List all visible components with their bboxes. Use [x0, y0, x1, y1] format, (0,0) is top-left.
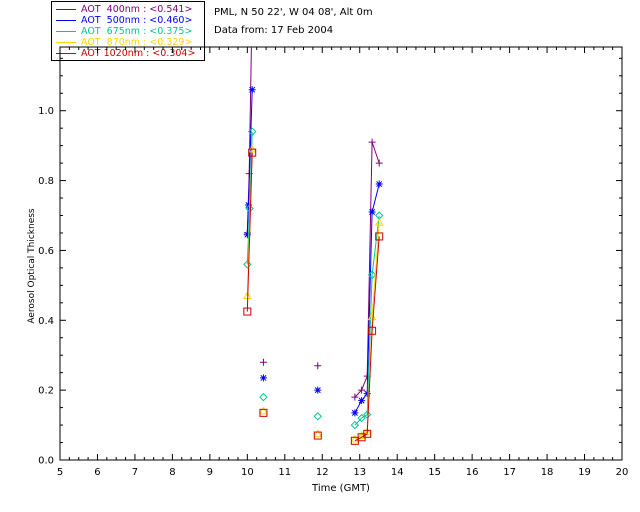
- x-tick-label: 13: [353, 467, 366, 478]
- data-point: [374, 217, 384, 226]
- x-tick-label: 15: [428, 467, 441, 478]
- data-point: [243, 307, 252, 316]
- y-tick-label: 1.0: [38, 106, 54, 117]
- data-point: [314, 386, 322, 394]
- legend-swatch-870nm: [56, 42, 76, 43]
- data-point: [259, 408, 268, 417]
- data-point: [313, 429, 323, 438]
- data-point: [313, 412, 322, 421]
- y-tick-label: 0.8: [38, 176, 54, 187]
- data-point: [259, 392, 268, 402]
- data-point: [245, 204, 254, 213]
- data-point: [367, 270, 377, 280]
- series-aot-675nm: [243, 127, 384, 430]
- x-tick-label: 14: [391, 467, 404, 478]
- tick-marks: 5 6 7 8 9 10 11 12 13 14 15 16 17 18 19 20 0.0 0.2 0.4 0.6 0…: [38, 47, 628, 478]
- data-point: [243, 260, 252, 269]
- legend-swatch-400nm: [56, 9, 76, 10]
- x-tick-label: 10: [241, 467, 254, 478]
- data-point: [358, 386, 366, 394]
- data-point: [314, 362, 322, 370]
- x-tick-label: 8: [169, 467, 175, 478]
- series-line: [354, 236, 380, 442]
- data-point: [350, 420, 360, 430]
- data-point: [363, 429, 372, 438]
- data-point: [351, 409, 359, 417]
- y-tick-label: 0.0: [38, 456, 54, 467]
- x-tick-label: 12: [316, 467, 329, 478]
- data-point: [375, 159, 383, 167]
- legend-item-1020nm: AOT 1020nm : <0.304>: [56, 48, 195, 59]
- data-point: [363, 390, 371, 398]
- data-point: [363, 410, 372, 419]
- series-aot-400nm: [243, 47, 383, 401]
- plot-frame: [59, 46, 623, 461]
- data-point: [368, 138, 376, 146]
- legend-label-500nm: AOT 500nm : <0.460>: [81, 15, 193, 26]
- legend-swatch-675nm: [56, 31, 76, 32]
- data-point: [259, 374, 267, 382]
- x-tick-label: 11: [278, 467, 291, 478]
- series-aot-1020nm: [243, 148, 384, 445]
- y-tick-label: 0.4: [38, 316, 54, 327]
- legend-label-400nm: AOT 400nm : <0.541>: [81, 4, 193, 15]
- legend-item-870nm: AOT 870nm : <0.329>: [56, 37, 192, 48]
- x-tick-label: 5: [57, 467, 63, 478]
- series-line: [246, 131, 253, 265]
- data-point: [368, 326, 377, 335]
- legend-swatch-1020nm: [56, 53, 76, 54]
- data-point: [362, 427, 372, 436]
- data-point: [313, 431, 322, 440]
- legend-label-870nm: AOT 870nm : <0.329>: [81, 37, 193, 48]
- series-group: [242, 47, 384, 445]
- data-point: [350, 434, 360, 443]
- legend-swatch-500nm: [56, 20, 76, 21]
- x-tick-label: 7: [132, 467, 138, 478]
- data-point: [244, 201, 252, 209]
- data-point: [243, 231, 251, 239]
- data-point: [358, 397, 366, 405]
- station-info: PML, N 50 22', W 04 08', Alt 0m: [214, 7, 373, 18]
- legend-item-400nm: AOT 400nm : <0.541>: [56, 4, 192, 15]
- data-point: [259, 406, 268, 415]
- x-tick-label: 19: [578, 467, 591, 478]
- y-tick-label: 0.6: [38, 246, 54, 257]
- data-point: [248, 148, 257, 157]
- x-tick-label: 16: [466, 467, 479, 478]
- legend-label-675nm: AOT 675nm : <0.375>: [81, 26, 193, 37]
- data-point: [375, 180, 383, 188]
- data-point: [375, 232, 384, 241]
- date-info: Data from: 17 Feb 2004: [214, 25, 334, 36]
- series-line: [354, 215, 380, 426]
- x-axis-label: Time (GMT): [311, 483, 370, 494]
- series-aot-500nm: [243, 86, 383, 417]
- legend-label-1020nm: AOT 1020nm : <0.304>: [81, 48, 196, 59]
- data-point: [367, 312, 377, 321]
- y-tick-label: 0.2: [38, 386, 54, 397]
- legend: AOT 400nm : <0.541> AOT 500nm : <0.460> …: [51, 1, 205, 61]
- x-tick-label: 18: [541, 467, 554, 478]
- data-point: [259, 358, 267, 366]
- data-point: [351, 393, 359, 401]
- data-point: [248, 86, 256, 94]
- series-line: [246, 152, 253, 312]
- x-tick-label: 9: [207, 467, 213, 478]
- legend-item-675nm: AOT 675nm : <0.375>: [56, 26, 192, 37]
- y-axis-label: Aerosol Optical Thickness: [27, 208, 37, 324]
- axes: [59, 46, 623, 461]
- x-tick-label: 6: [94, 467, 100, 478]
- data-point: [247, 127, 257, 136]
- x-tick-label: 17: [503, 467, 516, 478]
- x-tick-label: 20: [616, 467, 629, 478]
- legend-item-500nm: AOT 500nm : <0.460>: [56, 15, 192, 26]
- data-point: [368, 208, 376, 216]
- data-point: [357, 413, 366, 423]
